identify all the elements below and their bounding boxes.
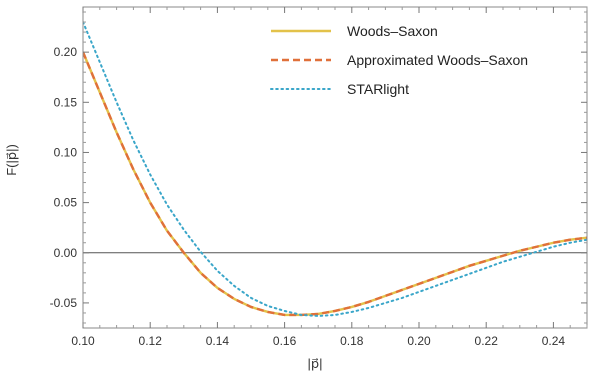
x-tick-label: 0.20 [407,334,431,348]
legend-label-2: Approximated Woods–Saxon [347,52,528,68]
x-tick-label: 0.18 [340,334,364,348]
y-tick-label: 0.15 [54,95,78,109]
x-tick-label: 0.14 [206,334,230,348]
x-tick-label: 0.16 [273,334,297,348]
y-tick-label: 0.20 [54,45,78,59]
x-tick-label: 0.22 [475,334,499,348]
y-tick-label: 0.00 [54,246,78,260]
legend-label-1: Woods–Saxon [347,23,438,39]
x-tick-label: 0.10 [71,334,95,348]
x-tick-label: 0.24 [542,334,566,348]
y-tick-label: 0.05 [54,196,78,210]
series-line-2 [83,51,587,317]
legend-label-3: STARlight [347,81,409,97]
y-axis-label: F(|p⃗|) [4,144,19,176]
y-tick-label: 0.10 [54,145,78,159]
x-axis-label: |p⃗| [307,356,322,371]
y-tick-label: -0.05 [50,296,78,310]
x-tick-label: 0.12 [139,334,163,348]
